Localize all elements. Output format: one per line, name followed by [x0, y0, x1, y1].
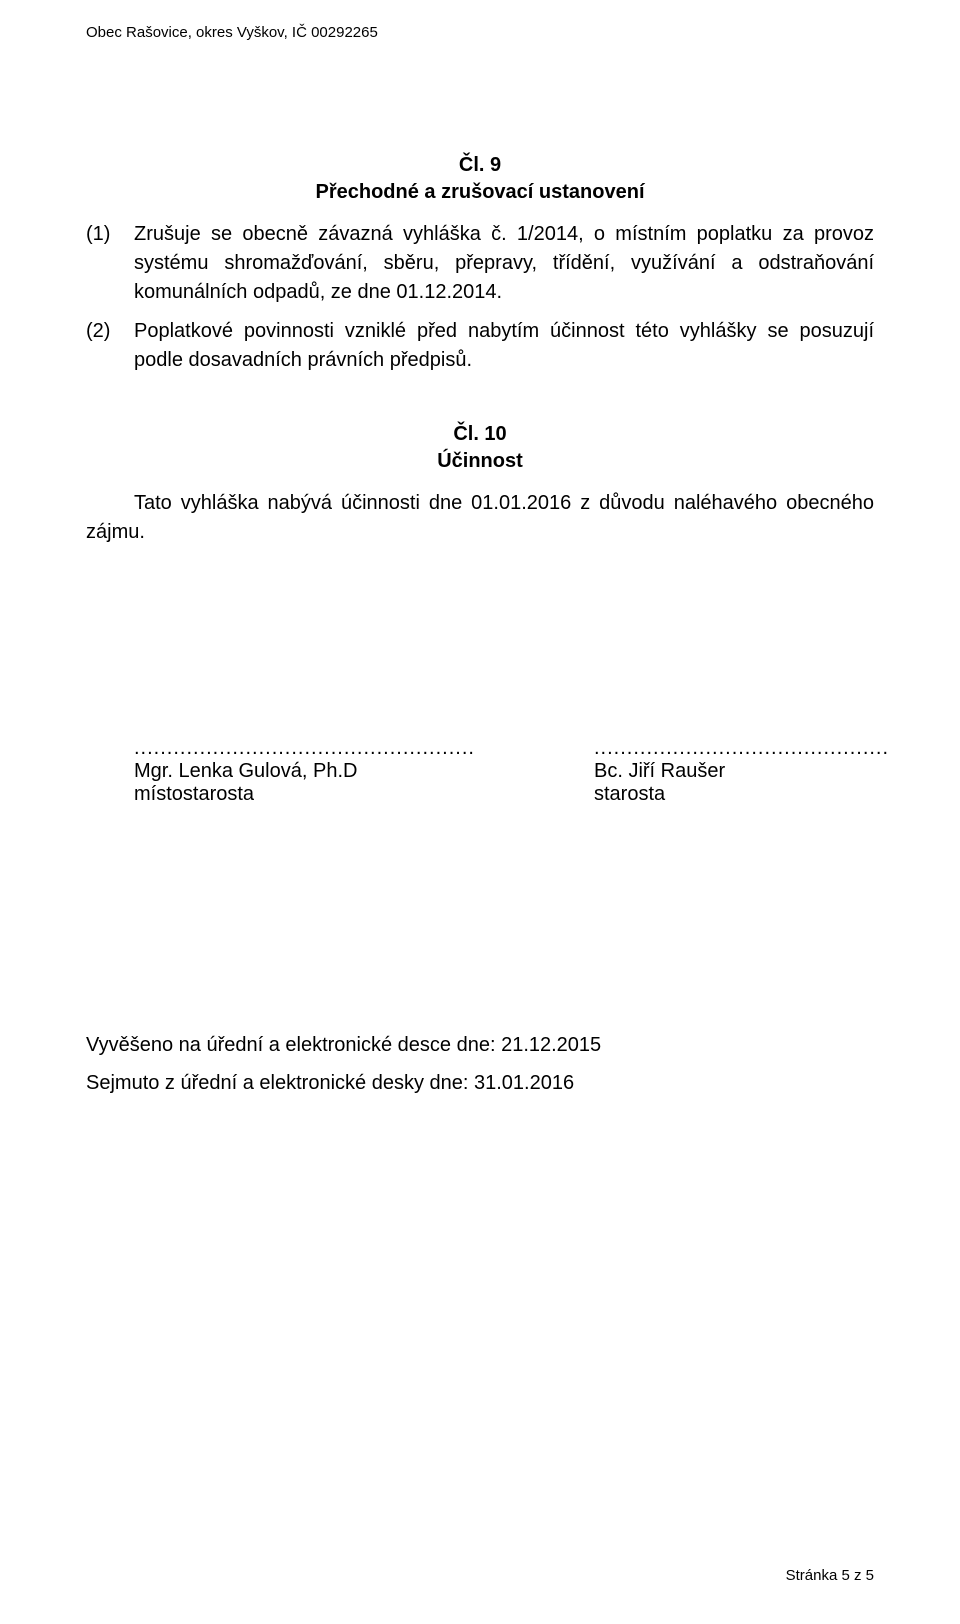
signature-role: místostarosta [134, 783, 474, 806]
page-header: Obec Rašovice, okres Vyškov, IČ 00292265 [86, 24, 378, 41]
signature-dots: ........................................… [594, 737, 889, 760]
signature-right: ........................................… [594, 737, 889, 806]
page-number: Stránka 5 z 5 [786, 1567, 874, 1584]
article-10-title: Účinnost [86, 448, 874, 475]
signature-dots: ........................................… [134, 737, 474, 760]
page-content: Čl. 9 Přechodné a zrušovací ustanovení (… [86, 152, 874, 1102]
para-marker: (1) [86, 220, 134, 307]
posting-info: Vyvěšeno na úřední a elektronické desce … [86, 1026, 874, 1102]
signatures-block: ........................................… [86, 737, 874, 806]
posted-line: Vyvěšeno na úřední a elektronické desce … [86, 1026, 874, 1064]
article-9-number: Čl. 9 [86, 152, 874, 179]
article-10-section: Čl. 10 Účinnost Tato vyhláška nabývá úči… [86, 421, 874, 547]
article-10-heading: Čl. 10 Účinnost [86, 421, 874, 475]
page-footer: Stránka 5 z 5 [786, 1567, 874, 1584]
para-body: Zrušuje se obecně závazná vyhláška č. 1/… [134, 220, 874, 307]
signature-role: starosta [594, 783, 889, 806]
removed-line: Sejmuto z úřední a elektronické desky dn… [86, 1064, 874, 1102]
header-text: Obec Rašovice, okres Vyškov, IČ 00292265 [86, 24, 378, 41]
article-10-text: Tato vyhláška nabývá účinnosti dne 01.01… [86, 489, 874, 547]
para-body: Poplatkové povinnosti vzniklé před nabyt… [134, 317, 874, 375]
article-10-body: Tato vyhláška nabývá účinnosti dne 01.01… [86, 492, 874, 543]
article-10-number: Čl. 10 [86, 421, 874, 448]
article-9-para-1: (1) Zrušuje se obecně závazná vyhláška č… [86, 220, 874, 307]
para-marker: (2) [86, 317, 134, 375]
signature-left: ........................................… [134, 737, 474, 806]
page: Obec Rašovice, okres Vyškov, IČ 00292265… [0, 0, 960, 1624]
signature-name: Bc. Jiří Raušer [594, 760, 889, 783]
article-9-para-2: (2) Poplatkové povinnosti vzniklé před n… [86, 317, 874, 375]
signature-name: Mgr. Lenka Gulová, Ph.D [134, 760, 474, 783]
article-9-heading: Čl. 9 Přechodné a zrušovací ustanovení [86, 152, 874, 206]
article-9-title: Přechodné a zrušovací ustanovení [86, 179, 874, 206]
